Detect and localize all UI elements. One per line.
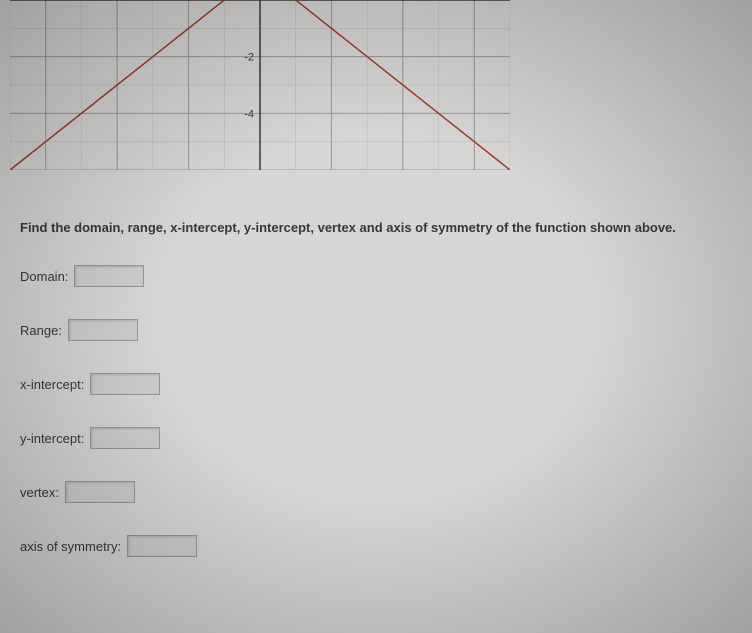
label-x-intercept: x-intercept: xyxy=(20,377,84,392)
field-x-intercept: x-intercept: xyxy=(20,373,720,395)
label-domain: Domain: xyxy=(20,269,68,284)
input-vertex[interactable] xyxy=(65,481,135,503)
label-range: Range: xyxy=(20,323,62,338)
field-range: Range: xyxy=(20,319,720,341)
function-graph: -2 -4 xyxy=(10,0,510,170)
field-axis-of-symmetry: axis of symmetry: xyxy=(20,535,720,557)
label-axis-of-symmetry: axis of symmetry: xyxy=(20,539,121,554)
input-x-intercept[interactable] xyxy=(90,373,160,395)
input-y-intercept[interactable] xyxy=(90,427,160,449)
input-axis-of-symmetry[interactable] xyxy=(127,535,197,557)
graph-container: -2 -4 xyxy=(10,0,510,170)
field-y-intercept: y-intercept: xyxy=(20,427,720,449)
label-vertex: vertex: xyxy=(20,485,59,500)
field-domain: Domain: xyxy=(20,265,720,287)
input-range[interactable] xyxy=(68,319,138,341)
svg-text:-4: -4 xyxy=(244,108,254,120)
question-text: Find the domain, range, x-intercept, y-i… xyxy=(20,220,676,235)
input-domain[interactable] xyxy=(74,265,144,287)
field-vertex: vertex: xyxy=(20,481,720,503)
svg-text:-2: -2 xyxy=(244,52,254,64)
label-y-intercept: y-intercept: xyxy=(20,431,84,446)
answer-fields: Domain: Range: x-intercept: y-intercept:… xyxy=(20,265,720,589)
